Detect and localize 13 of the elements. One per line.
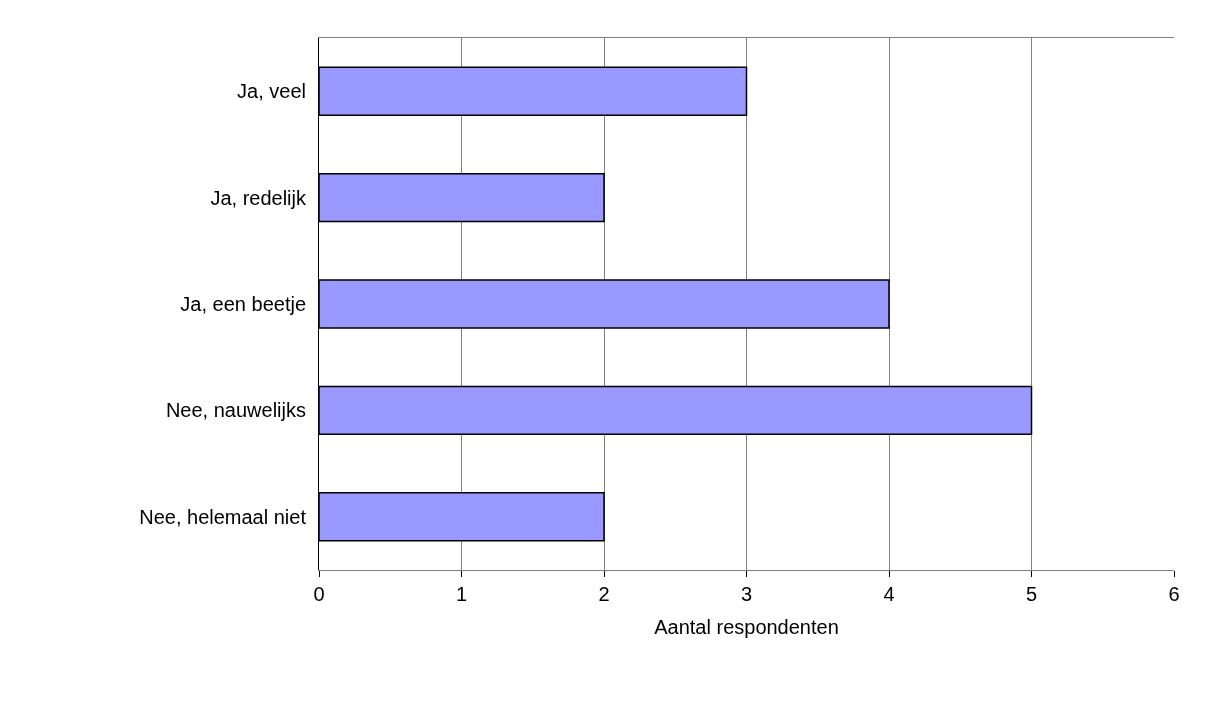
y-tick-label: Ja, veel: [237, 80, 306, 103]
x-tick-label: 6: [1168, 583, 1180, 605]
x-tick-label: 4: [883, 583, 895, 605]
x-tick-label: 3: [740, 583, 753, 605]
x-tick-label: 5: [1025, 583, 1038, 605]
y-tick-label: Ja, redelijk: [210, 186, 307, 209]
x-axis-title: Aantal respondenten: [654, 615, 839, 638]
x-tick-label: 2: [598, 583, 610, 605]
y-tick-label: Nee, helemaal niet: [139, 505, 307, 528]
x-tick-label: 1: [455, 583, 468, 605]
y-tick-label: Nee, nauwelijks: [165, 399, 306, 422]
x-tick-label: 0: [313, 583, 325, 605]
y-tick-label: Ja, een beetje: [180, 293, 306, 315]
